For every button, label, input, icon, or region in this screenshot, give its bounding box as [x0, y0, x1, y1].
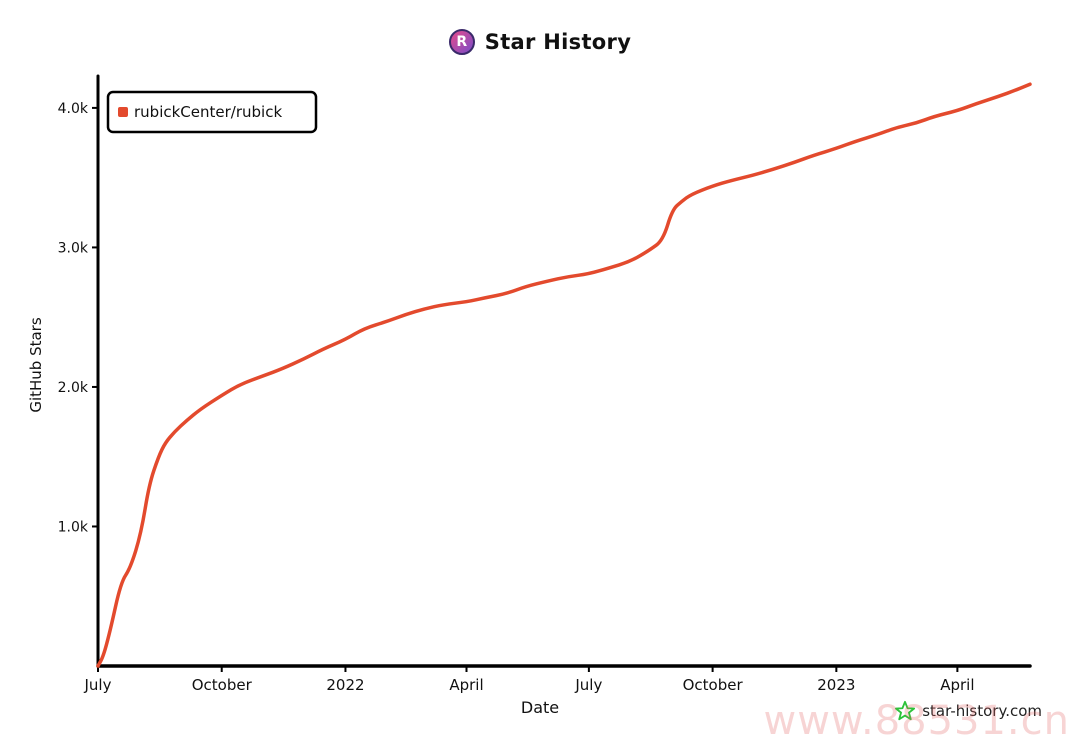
- x-tick-label: April: [449, 676, 483, 694]
- y-tick-label: 4.0k: [58, 101, 89, 117]
- star-icon: [895, 700, 916, 721]
- x-tick-label: July: [84, 676, 112, 694]
- watermark-text: star-history.com: [922, 702, 1042, 720]
- series-line: [96, 82, 1032, 668]
- chart-header: R Star History: [0, 22, 1080, 62]
- logo-letter: R: [456, 34, 468, 50]
- axes-group: [96, 74, 1032, 668]
- x-tick-label: July: [574, 676, 602, 694]
- star-history-logo-icon: R: [448, 29, 475, 55]
- ticks-group: 1.0k 2.0k 3.0k 4.0k July October 2022 April July…: [58, 101, 975, 694]
- y-tick-label: 2.0k: [58, 380, 89, 396]
- chart-title: Star History: [484, 30, 632, 54]
- star-history-watermark[interactable]: star-history.com: [894, 700, 1042, 722]
- x-axis-label: Date: [520, 698, 560, 717]
- legend-label: rubickCenter/rubick: [134, 103, 282, 121]
- legend-group: rubickCenter/rubick: [106, 90, 318, 134]
- x-tick-label: October: [683, 676, 744, 694]
- y-tick-label: 3.0k: [58, 240, 89, 256]
- y-tick-label: 1.0k: [58, 519, 89, 535]
- x-tick-label: April: [940, 676, 974, 694]
- x-tick-label: October: [192, 676, 253, 694]
- legend-swatch: [118, 107, 128, 117]
- legend-box: [106, 90, 318, 134]
- series-group: [96, 82, 1032, 668]
- x-tick-label: 2023: [817, 676, 855, 694]
- x-tick-label: 2022: [326, 676, 364, 694]
